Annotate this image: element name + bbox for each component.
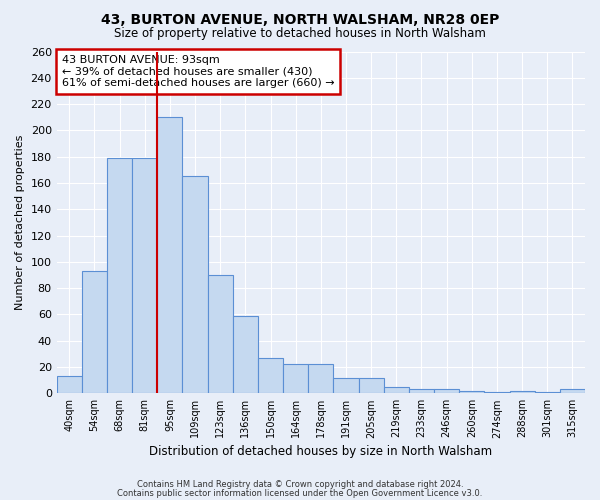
Bar xyxy=(535,392,560,394)
Bar xyxy=(157,117,182,394)
Bar xyxy=(334,378,359,394)
Bar xyxy=(509,390,535,394)
Bar xyxy=(459,390,484,394)
Bar xyxy=(82,271,107,394)
Bar xyxy=(560,390,585,394)
Text: 43 BURTON AVENUE: 93sqm
← 39% of detached houses are smaller (430)
61% of semi-d: 43 BURTON AVENUE: 93sqm ← 39% of detache… xyxy=(62,55,335,88)
Y-axis label: Number of detached properties: Number of detached properties xyxy=(15,134,25,310)
Text: Contains HM Land Registry data © Crown copyright and database right 2024.: Contains HM Land Registry data © Crown c… xyxy=(137,480,463,489)
Bar xyxy=(56,376,82,394)
Text: 43, BURTON AVENUE, NORTH WALSHAM, NR28 0EP: 43, BURTON AVENUE, NORTH WALSHAM, NR28 0… xyxy=(101,12,499,26)
Bar xyxy=(182,176,208,394)
Bar xyxy=(384,386,409,394)
X-axis label: Distribution of detached houses by size in North Walsham: Distribution of detached houses by size … xyxy=(149,444,493,458)
Bar xyxy=(132,158,157,394)
Bar xyxy=(258,358,283,394)
Bar xyxy=(484,392,509,394)
Text: Size of property relative to detached houses in North Walsham: Size of property relative to detached ho… xyxy=(114,28,486,40)
Bar xyxy=(233,316,258,394)
Bar xyxy=(409,390,434,394)
Text: Contains public sector information licensed under the Open Government Licence v3: Contains public sector information licen… xyxy=(118,488,482,498)
Bar xyxy=(208,275,233,394)
Bar xyxy=(107,158,132,394)
Bar xyxy=(283,364,308,394)
Bar xyxy=(308,364,334,394)
Bar xyxy=(359,378,384,394)
Bar xyxy=(434,390,459,394)
